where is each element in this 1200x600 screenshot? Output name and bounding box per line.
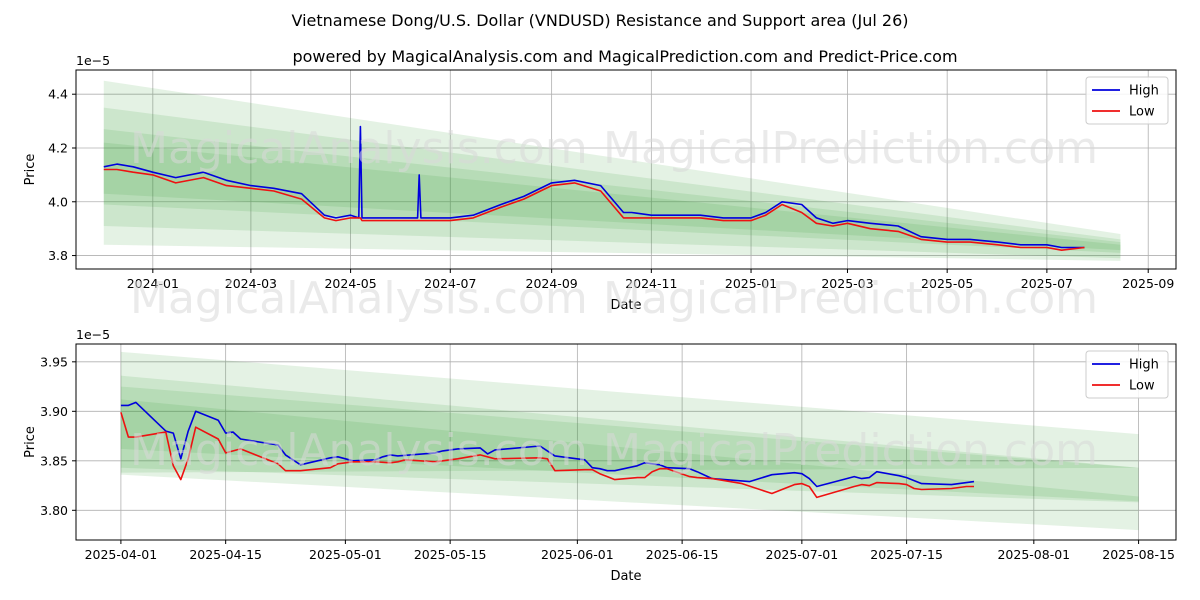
- p1-band-3: [120, 399, 1139, 502]
- p0-band-1: [103, 107, 1121, 259]
- p1-y-exponent-label: 1e−5: [76, 327, 110, 342]
- watermark-analysis-3: MagicalAnalysis.com: [130, 425, 588, 476]
- p1-x-tick-label-2: 2025-05-01: [309, 547, 382, 562]
- p0-x-tick-label-8: 2025-05: [921, 276, 973, 291]
- p0-y-axis-label: Price: [23, 154, 38, 186]
- p0-x-tick-label-5: 2024-11: [625, 276, 677, 291]
- p1-x-axis-label: Date: [610, 569, 641, 584]
- p0-x-tick-label-1: 2024-03: [225, 276, 277, 291]
- p0-y-tick-label-3: 4.4: [48, 87, 68, 102]
- bottom-price-panel: 2025-04-01 2025-04-15 2025-05-01 2025-05-15…: [23, 327, 1177, 584]
- p0-y-tick-label-2: 4.2: [48, 140, 68, 155]
- p0-x-tick-label-2: 2024-05: [324, 276, 376, 291]
- p0-plot-area: [76, 70, 1176, 269]
- p1-band-0: [120, 351, 1139, 531]
- p0-x-tick-label-6: 2025-01: [725, 276, 777, 291]
- watermark-analysis-2: MagicalAnalysis.com: [130, 273, 588, 324]
- p1-x-tick-label-9: 2025-08-15: [1102, 547, 1175, 562]
- p0-series-low-line: [103, 168, 1085, 251]
- p1-series-low-line: [120, 412, 974, 499]
- p0-y-tick-label-1: 4.0: [48, 194, 68, 209]
- p0-legend-box: [1085, 76, 1169, 125]
- p1-series-high-line: [120, 401, 975, 488]
- p1-x-tick-label-5: 2025-06-15: [646, 547, 719, 562]
- p0-y-tick-label-0: 3.8: [48, 248, 68, 263]
- p0-x-tick-label-7: 2025-03: [821, 276, 873, 291]
- p0-band-2: [103, 129, 1121, 253]
- p1-x-tick-label-3: 2025-05-15: [414, 547, 487, 562]
- p0-x-axis-label: Date: [610, 298, 641, 313]
- p0-y-exponent-label: 1e−5: [76, 53, 110, 68]
- p0-x-tick-label-0: 2024-01: [127, 276, 179, 291]
- p1-x-tick-label-6: 2025-07-01: [766, 547, 839, 562]
- watermark-prediction-3: MagicalPrediction.com: [603, 425, 1098, 476]
- p1-axes-frame: [75, 343, 1177, 541]
- watermark-analysis-1: MagicalAnalysis.com: [130, 123, 588, 174]
- p0-band-0: [103, 80, 1121, 261]
- p0-series-high-line: [103, 125, 1085, 249]
- p1-x-tick-label-7: 2025-07-15: [870, 547, 943, 562]
- p1-y-tick-label-1: 3.85: [40, 453, 68, 468]
- p1-y-tick-label-3: 3.95: [40, 354, 68, 369]
- chart-subtitle: powered by MagicalAnalysis.com and Magic…: [292, 47, 957, 66]
- p0-x-tick-label-9: 2025-07: [1021, 276, 1073, 291]
- p1-y-tick-label-0: 3.80: [40, 503, 68, 518]
- top-price-panel: 2024-01 2024-03 2024-05 2024-07 2024-09 2024-…: [23, 53, 1177, 313]
- p0-x-tick-label-3: 2024-07: [424, 276, 476, 291]
- p1-x-tick-label-1: 2025-04-15: [189, 547, 262, 562]
- p1-x-tick-label-4: 2025-06-01: [541, 547, 614, 562]
- p1-x-tick-label-0: 2025-04-01: [85, 547, 158, 562]
- watermark-prediction-1: MagicalPrediction.com: [603, 123, 1098, 174]
- p1-legend-box: [1085, 350, 1169, 399]
- p0-x-tick-label-4: 2024-09: [526, 276, 578, 291]
- p1-y-axis-label: Price: [23, 426, 38, 458]
- p0-legend-label-low: Low: [1129, 105, 1155, 120]
- p0-legend-label-high: High: [1129, 84, 1159, 99]
- p0-axes-frame: [75, 69, 1177, 270]
- watermarks: MagicalAnalysis.com MagicalPrediction.co…: [130, 123, 1098, 476]
- p1-band-1: [120, 375, 1139, 473]
- p1-x-tick-label-8: 2025-08-01: [997, 547, 1070, 562]
- p0-x-tick-label-10: 2025-09: [1122, 276, 1174, 291]
- p1-legend-label-low: Low: [1129, 379, 1155, 394]
- p1-y-tick-label-2: 3.90: [40, 404, 68, 419]
- p1-legend-label-high: High: [1129, 358, 1159, 373]
- chart-title: Vietnamese Dong/U.S. Dollar (VNDUSD) Res…: [291, 11, 908, 30]
- watermark-prediction-2: MagicalPrediction.com: [603, 273, 1098, 324]
